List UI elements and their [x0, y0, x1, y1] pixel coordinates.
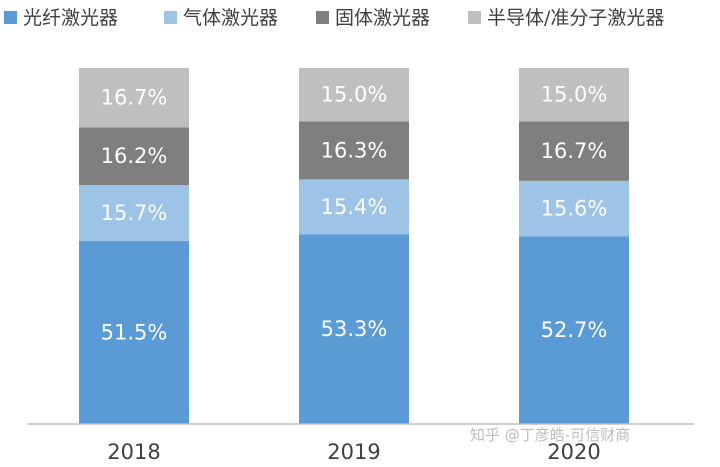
- legend-swatch: [4, 11, 17, 24]
- legend-item-3: 固体激光器: [316, 7, 430, 29]
- bar-stack-2019: 53.3% 15.4% 16.3% 15.0%: [299, 68, 409, 424]
- data-label: 52.7%: [541, 318, 608, 342]
- legend-label: 气体激光器: [183, 7, 278, 29]
- data-label: 15.7%: [101, 201, 168, 225]
- watermark: 知乎 @丁彦皓-可信财商: [470, 426, 630, 444]
- legend-item-1: 光纤激光器: [4, 7, 118, 29]
- bar-segment: [519, 68, 629, 122]
- bar-segment: [299, 68, 409, 122]
- bar-area: 51.5% 15.7% 16.2% 16.7% 53.3% 15.4% 16.3% 15.0%…: [79, 68, 629, 424]
- data-label: 15.6%: [541, 197, 608, 221]
- data-label: 16.7%: [101, 86, 168, 110]
- bar-segment: [519, 236, 629, 424]
- bar-stack-2018: 51.5% 15.7% 16.2% 16.7%: [79, 68, 189, 424]
- legend-item-2: 气体激光器: [164, 7, 278, 29]
- legend-swatch: [164, 11, 177, 24]
- data-label: 53.3%: [321, 317, 388, 341]
- legend-label: 光纤激光器: [23, 7, 118, 29]
- x-tick-label: 2018: [107, 440, 160, 464]
- legend-swatch: [316, 11, 329, 24]
- legend-item-4: 半导体/准分子激光器: [468, 7, 664, 29]
- bar-segment: [299, 234, 409, 424]
- x-axis-ticks: 2018 2019 2020: [107, 440, 600, 464]
- data-label: 15.0%: [541, 83, 608, 107]
- bar-segment: [79, 185, 189, 241]
- data-label: 16.2%: [101, 144, 168, 168]
- bar-segment: [79, 68, 189, 128]
- data-label: 15.4%: [321, 195, 388, 219]
- x-tick-label: 2019: [327, 440, 380, 464]
- bar-stack-2020: 52.7% 15.6% 16.7% 15.0%: [519, 68, 629, 424]
- bar-segment: [519, 180, 629, 237]
- bar-segment: [299, 121, 409, 180]
- legend-label: 半导体/准分子激光器: [487, 7, 664, 29]
- data-label: 51.5%: [101, 320, 168, 344]
- bar-segment: [79, 127, 189, 186]
- x-tick-label: 2020: [547, 440, 600, 464]
- data-label: 15.0%: [321, 83, 388, 107]
- bar-segment: [299, 179, 409, 235]
- bar-segment: [519, 121, 629, 181]
- bar-segment: [79, 240, 189, 424]
- legend-label: 固体激光器: [335, 7, 430, 29]
- chart-legend: 光纤激光器 气体激光器 固体激光器 半导体/准分子激光器: [4, 7, 664, 29]
- data-label: 16.7%: [541, 139, 608, 163]
- legend-swatch: [468, 11, 481, 24]
- data-label: 16.3%: [321, 138, 388, 162]
